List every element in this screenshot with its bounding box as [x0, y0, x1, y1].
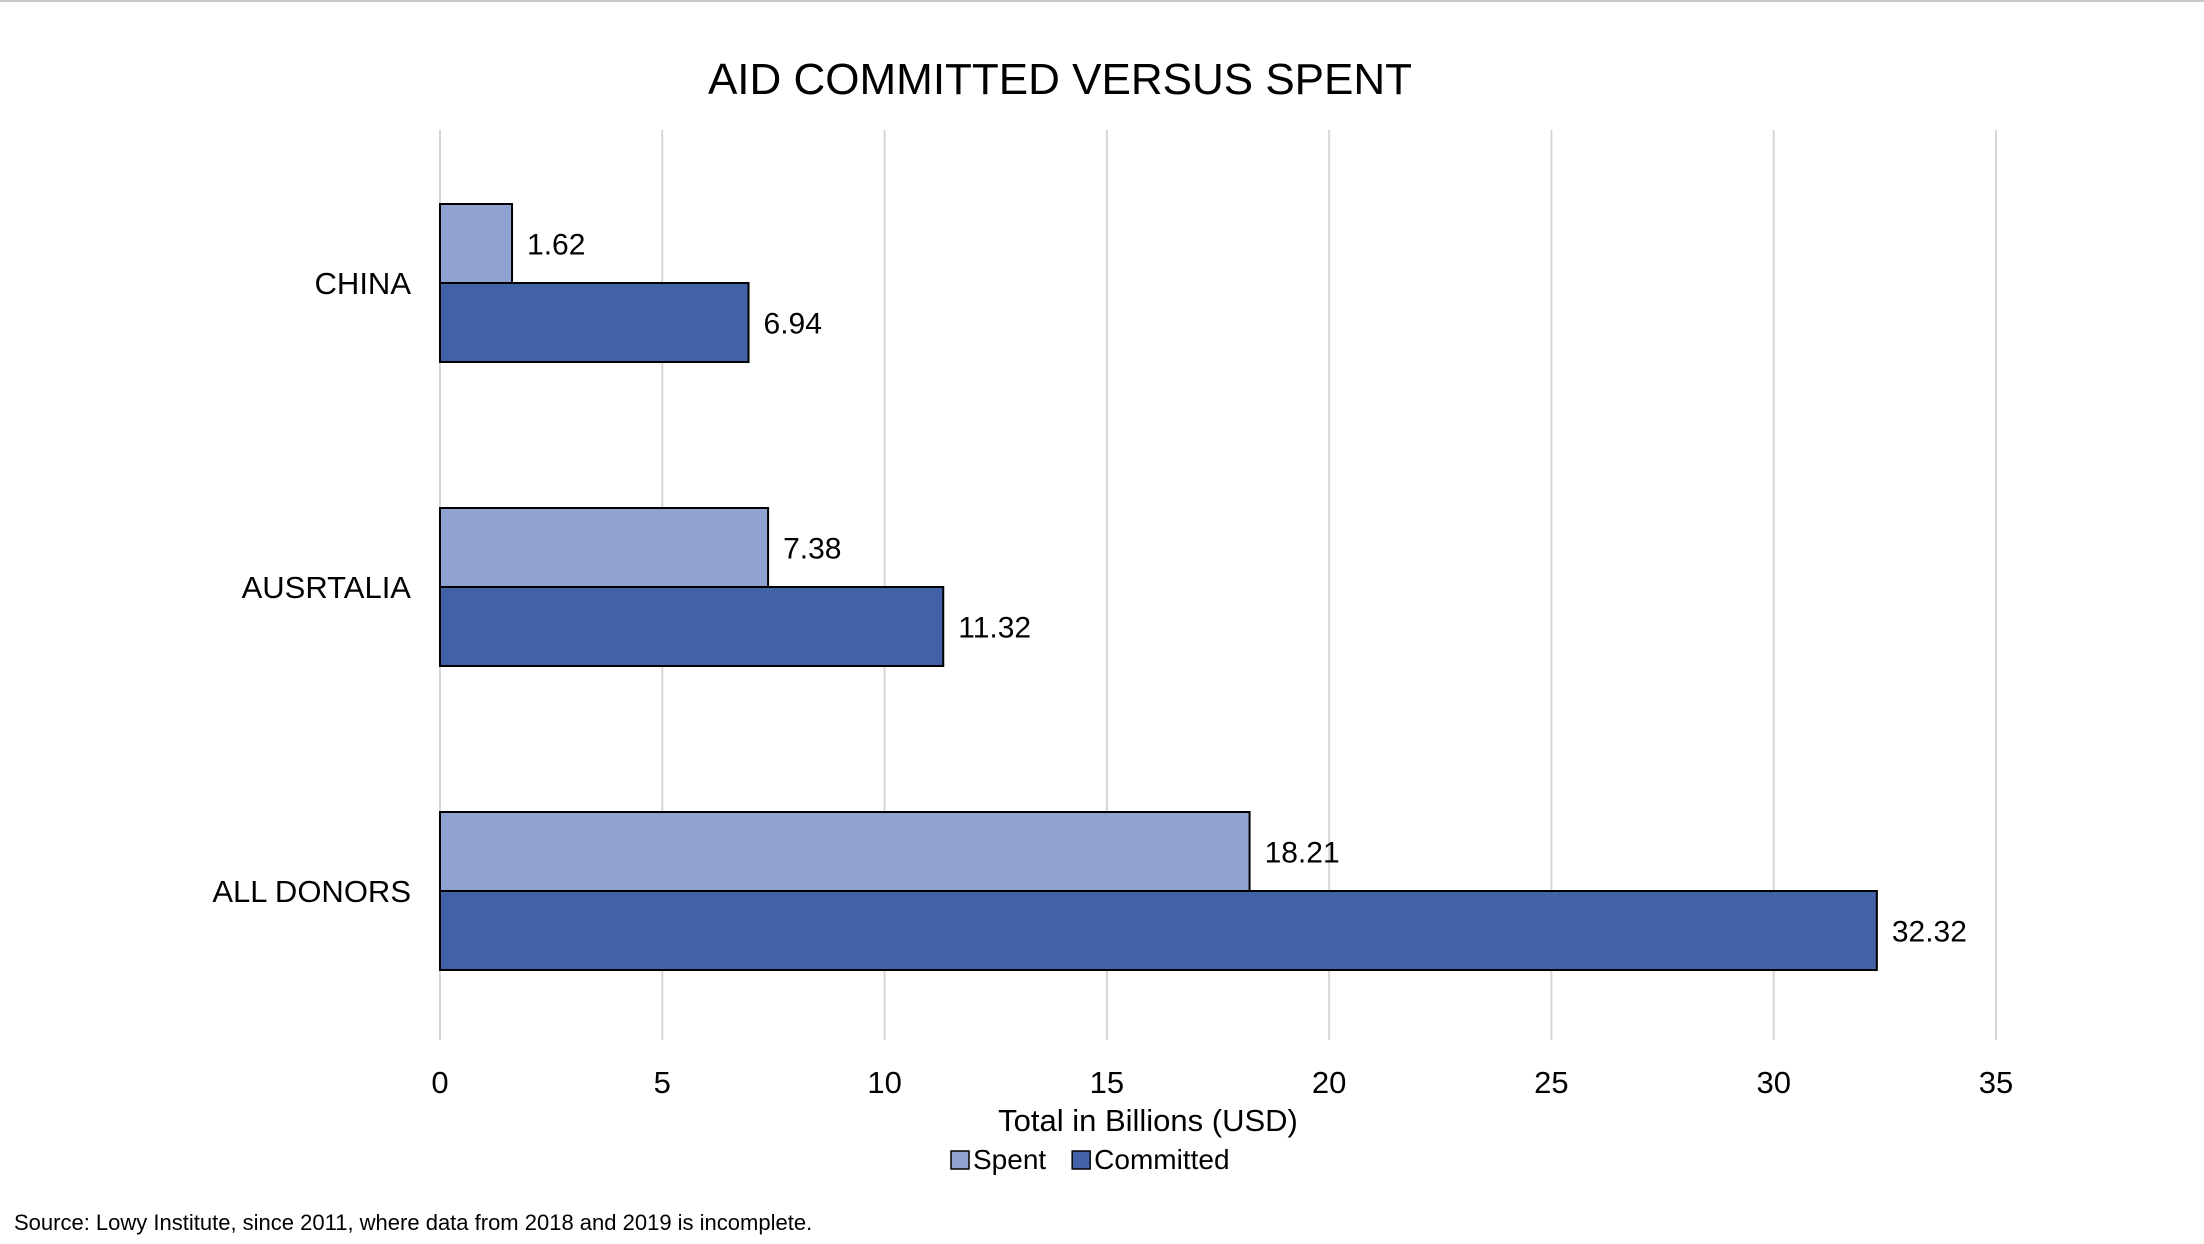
top-border — [0, 0, 2204, 2]
bar-spent-ausrtalia — [439, 507, 770, 588]
x-tick-label-0: 0 — [431, 1065, 448, 1100]
bar-committed-all-donors — [439, 890, 1878, 971]
bar-spent-china — [439, 203, 514, 284]
category-labels: CHINA AUSRTALIA ALL DONORS — [212, 266, 411, 909]
x-tick-label-15: 15 — [1090, 1065, 1124, 1100]
legend-label-committed: Committed — [1094, 1144, 1229, 1175]
source-note: Source: Lowy Institute, since 2011, wher… — [14, 1210, 813, 1235]
category-label-ausrtalia: AUSRTALIA — [242, 570, 412, 605]
legend-item-committed[interactable]: Committed — [1071, 1144, 1230, 1175]
bar-spent-all-donors — [439, 811, 1251, 892]
data-label-committed-all-donors: 32.32 — [1892, 916, 1967, 949]
bar-committed-ausrtalia — [439, 586, 945, 667]
x-tick-label-30: 30 — [1756, 1065, 1790, 1100]
category-label-china: CHINA — [315, 266, 412, 301]
x-tick-label-35: 35 — [1979, 1065, 2013, 1100]
chart-title: AID COMMITTED VERSUS SPENT — [708, 55, 1412, 104]
x-axis-title: Total in Billions (USD) — [998, 1103, 1298, 1138]
data-label-committed-ausrtalia: 11.32 — [958, 612, 1031, 645]
legend[interactable]: Spent Committed — [950, 1144, 1230, 1175]
x-tick-label-10: 10 — [867, 1065, 901, 1100]
x-tick-label-5: 5 — [654, 1065, 671, 1100]
bars — [439, 203, 1878, 971]
data-labels: 1.62 6.94 7.38 11.32 18.21 32.32 — [527, 229, 1967, 949]
x-tick-labels: 0 5 10 15 20 25 30 35 — [431, 1065, 2013, 1100]
data-label-spent-all-donors: 18.21 — [1265, 837, 1340, 870]
x-tick-label-25: 25 — [1534, 1065, 1568, 1100]
data-label-spent-china: 1.62 — [527, 229, 585, 262]
bar-committed-china — [439, 282, 750, 363]
category-label-all-donors: ALL DONORS — [212, 874, 411, 909]
data-label-spent-ausrtalia: 7.38 — [783, 533, 841, 566]
legend-swatch-committed — [1071, 1150, 1091, 1170]
data-label-committed-china: 6.94 — [764, 308, 822, 341]
legend-label-spent: Spent — [973, 1144, 1046, 1175]
legend-swatch-spent — [950, 1150, 970, 1170]
legend-item-spent[interactable]: Spent — [950, 1144, 1046, 1175]
x-tick-label-20: 20 — [1312, 1065, 1346, 1100]
